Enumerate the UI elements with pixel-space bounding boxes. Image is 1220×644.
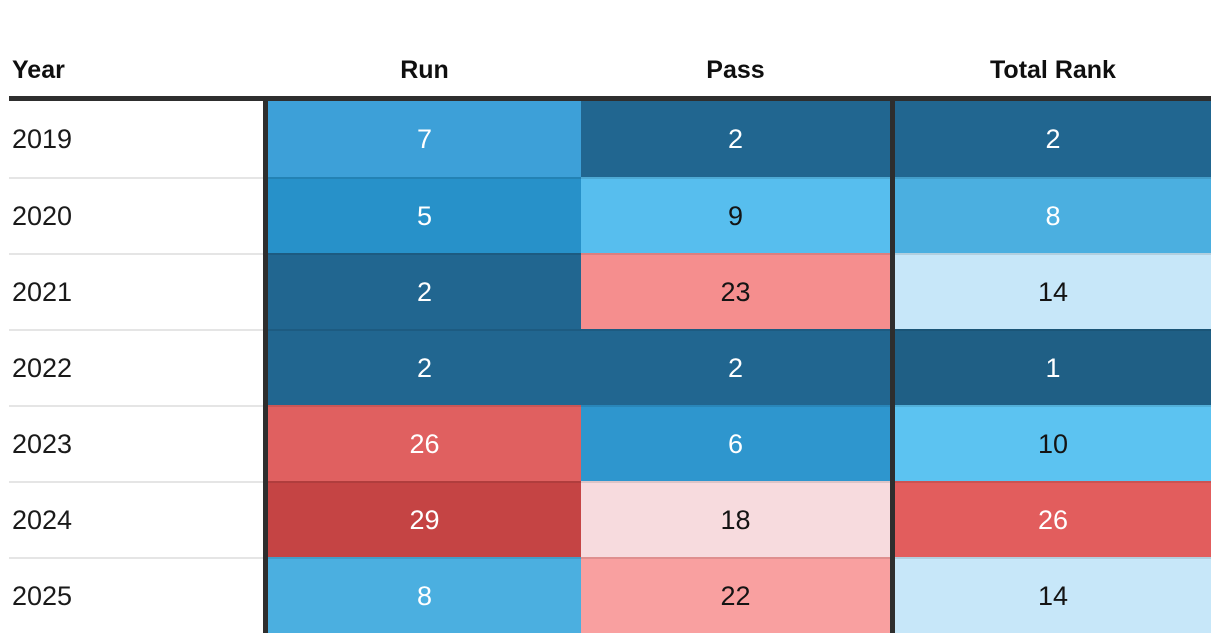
row-year-label: 2022 [9, 329, 263, 405]
rank-cell-total_rank: 14 [895, 557, 1211, 633]
rank-cell-total_rank: 8 [895, 177, 1211, 253]
row-year-label: 2019 [9, 101, 263, 177]
row-year-label: 2023 [9, 405, 263, 481]
column-divider-year-run [263, 101, 268, 633]
row-year-label: 2025 [9, 557, 263, 633]
rank-cell-run: 2 [268, 253, 581, 329]
table-body: 2019 7 2 2 2020 5 9 8 2021 2 23 14 2022 2 2 1 2023 26 6 10 2… [9, 101, 1211, 633]
rank-cell-run: 5 [268, 177, 581, 253]
rank-cell-pass: 22 [581, 557, 890, 633]
rank-cell-pass: 2 [581, 101, 890, 177]
header-rule [9, 96, 1211, 101]
rank-heatmap-table: Year Run Pass Total Rank 2019 7 2 2 2020 5 9 8 2… [9, 0, 1211, 633]
rank-cell-run: 26 [268, 405, 581, 481]
rank-cell-total_rank: 10 [895, 405, 1211, 481]
row-year-label: 2021 [9, 253, 263, 329]
rank-cell-total_rank: 2 [895, 101, 1211, 177]
column-header-total-rank: Total Rank [990, 56, 1116, 84]
rank-cell-total_rank: 1 [895, 329, 1211, 405]
rank-cell-pass: 6 [581, 405, 890, 481]
column-header-year: Year [12, 56, 65, 84]
rank-cell-total_rank: 14 [895, 253, 1211, 329]
rank-cell-run: 2 [268, 329, 581, 405]
row-year-label: 2024 [9, 481, 263, 557]
rank-cell-run: 8 [268, 557, 581, 633]
rank-cell-pass: 23 [581, 253, 890, 329]
rank-cell-pass: 9 [581, 177, 890, 253]
column-header-pass: Pass [706, 56, 765, 84]
row-year-label: 2020 [9, 177, 263, 253]
column-header-run: Run [400, 56, 449, 84]
column-divider-pass-total [890, 101, 895, 633]
rank-cell-run: 7 [268, 101, 581, 177]
rank-cell-pass: 18 [581, 481, 890, 557]
rank-cell-pass: 2 [581, 329, 890, 405]
rank-cell-total_rank: 26 [895, 481, 1211, 557]
table-header-row: Year Run Pass Total Rank [9, 0, 1211, 96]
rank-cell-run: 29 [268, 481, 581, 557]
